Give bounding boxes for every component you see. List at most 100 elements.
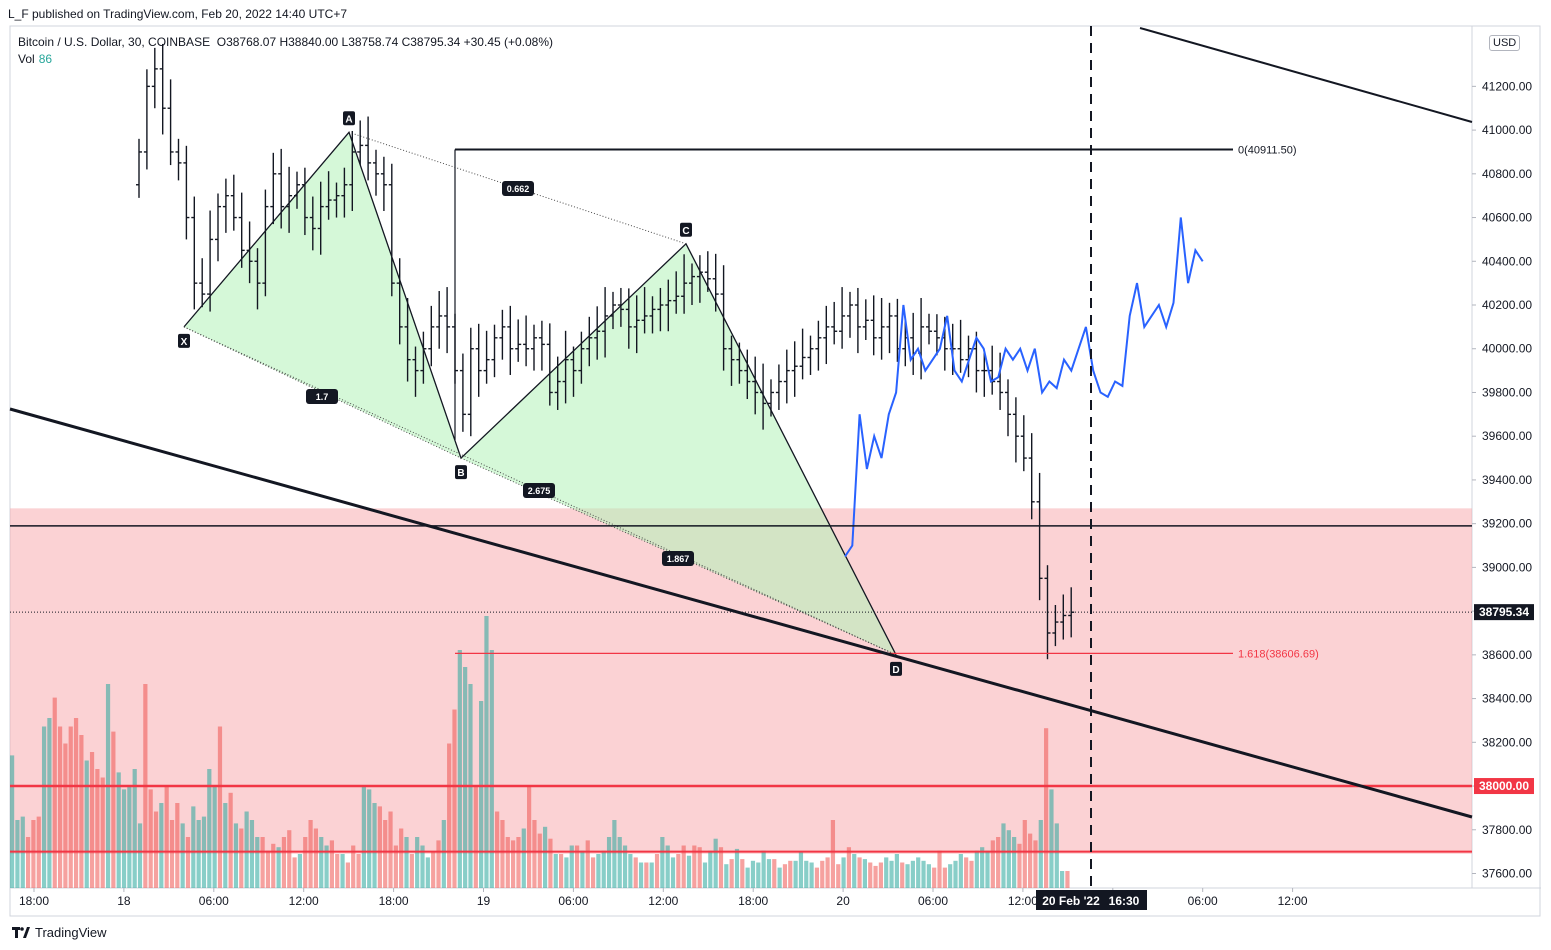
price-tick-label: 40800.00 — [1482, 167, 1532, 181]
volume-bar — [239, 828, 244, 888]
volume-bar — [404, 837, 409, 888]
pivot-badge — [890, 661, 902, 676]
volume-bar — [180, 823, 185, 888]
ratio-label: 1.7 — [316, 392, 329, 402]
time-axis[interactable]: 18:00 18 06:00 12:00 18:00 19 06:00 12:00 18:00 2… — [19, 888, 1308, 908]
fib-extension[interactable]: 0(40911.50) 1.618(38606.69) — [454, 144, 1319, 660]
volume-bar — [463, 667, 468, 888]
volume-bar — [297, 854, 303, 888]
volume-bar — [68, 726, 73, 888]
volume-bar — [500, 820, 505, 888]
volume-bar — [974, 850, 979, 888]
time-tick-label: 06:00 — [918, 894, 948, 908]
projection-path[interactable] — [844, 217, 1204, 558]
volume-bar — [121, 789, 127, 888]
lower-trendline[interactable] — [9, 407, 1473, 819]
volume-bar — [745, 867, 750, 888]
volume-bar — [169, 820, 175, 888]
volume-bar — [361, 786, 366, 888]
volume-bar — [884, 857, 889, 888]
volume-bar — [708, 850, 713, 888]
volume-bar — [702, 862, 708, 888]
price-tick-label: 39800.00 — [1482, 385, 1532, 399]
bcd-triangle — [461, 243, 896, 655]
volume-bar — [777, 867, 782, 888]
price-tick-label: 37800.00 — [1482, 823, 1532, 837]
pivot-badge — [455, 465, 467, 480]
time-tick-label: 12:00 — [1008, 894, 1038, 908]
volume-bar — [313, 828, 319, 888]
volume-bar — [788, 860, 793, 888]
pivot-label: X — [181, 337, 188, 348]
volume-bar — [228, 792, 233, 888]
volume-bar — [612, 820, 617, 888]
volume-bar — [255, 837, 260, 888]
tradingview-footer[interactable]: TradingView — [12, 925, 107, 940]
support-price-text: 38000.00 — [1479, 779, 1529, 793]
volume-bar — [958, 854, 963, 888]
fib-level-label: 0(40911.50) — [1238, 144, 1297, 156]
volume-bar — [527, 786, 532, 888]
volume-bar — [750, 860, 756, 888]
volume-legend[interactable]: Vol 86 — [18, 52, 52, 66]
price-tick-label: 39200.00 — [1482, 517, 1532, 531]
volume-bar — [729, 859, 734, 888]
volume-bar — [809, 862, 814, 888]
volume-bar — [281, 837, 287, 888]
volume-bar — [553, 854, 558, 888]
volume-bar — [127, 786, 132, 888]
volume-bar — [820, 860, 825, 888]
currency-button[interactable]: USD — [1489, 35, 1521, 51]
price-tick-label: 38200.00 — [1482, 735, 1532, 749]
time-tick-label: 12:00 — [289, 894, 319, 908]
volume-bar — [479, 701, 484, 888]
volume-bar — [713, 838, 718, 888]
volume-bar — [569, 845, 574, 888]
volume-bar — [942, 867, 947, 888]
volume-bar — [489, 650, 494, 888]
time-tick-label: 20 — [836, 894, 850, 908]
volume-bar — [985, 850, 990, 888]
volume-bar — [889, 860, 894, 888]
volume-bar — [15, 820, 20, 888]
volume-bar — [185, 837, 191, 888]
volume-bar — [159, 803, 164, 888]
volume-bar — [596, 854, 601, 888]
symbol-legend[interactable]: Bitcoin / U.S. Dollar, 30, COINBASE O387… — [18, 35, 553, 49]
volume-bar — [260, 837, 265, 888]
volume-bar — [340, 854, 345, 888]
xabcd-pattern[interactable]: 0.662 1.7 2.675 1.867 X A B C D — [178, 111, 902, 676]
volume-bar — [425, 857, 430, 888]
volume-bar — [825, 857, 830, 888]
volume-bar — [447, 743, 452, 888]
price-tick-label: 39000.00 — [1482, 560, 1532, 574]
volume-bar — [191, 806, 196, 888]
volume-bar — [303, 837, 308, 888]
volume-bar — [441, 820, 446, 888]
volume-bar — [798, 852, 804, 888]
volume-bar — [697, 847, 702, 888]
xab-triangle — [184, 132, 461, 459]
time-tick-label: 18:00 — [379, 894, 409, 908]
time-tick-label: 18 — [117, 894, 131, 908]
volume-bar — [926, 864, 931, 888]
price-axis[interactable]: 37600.00 37800.00 38000.00 38200.00 38400.00… — [1472, 79, 1532, 881]
volume-bar — [73, 718, 79, 888]
time-tick-label: 18:00 — [738, 894, 768, 908]
upper-trendline[interactable] — [1139, 27, 1473, 123]
volume-bar — [521, 828, 526, 888]
tradingview-logo-icon — [12, 926, 30, 938]
volume-bar — [287, 830, 292, 888]
volume-bar — [196, 820, 201, 888]
volume-bar — [207, 769, 212, 888]
volume-bar — [351, 845, 356, 888]
volume-bar — [25, 837, 31, 888]
volume-bar — [564, 857, 569, 888]
volume-bar — [1065, 871, 1070, 888]
volume-bar — [356, 854, 361, 888]
price-tick-label: 38600.00 — [1482, 648, 1532, 662]
volume-bar — [644, 862, 649, 888]
volume-bar — [116, 772, 121, 888]
volume-bar — [244, 811, 249, 888]
